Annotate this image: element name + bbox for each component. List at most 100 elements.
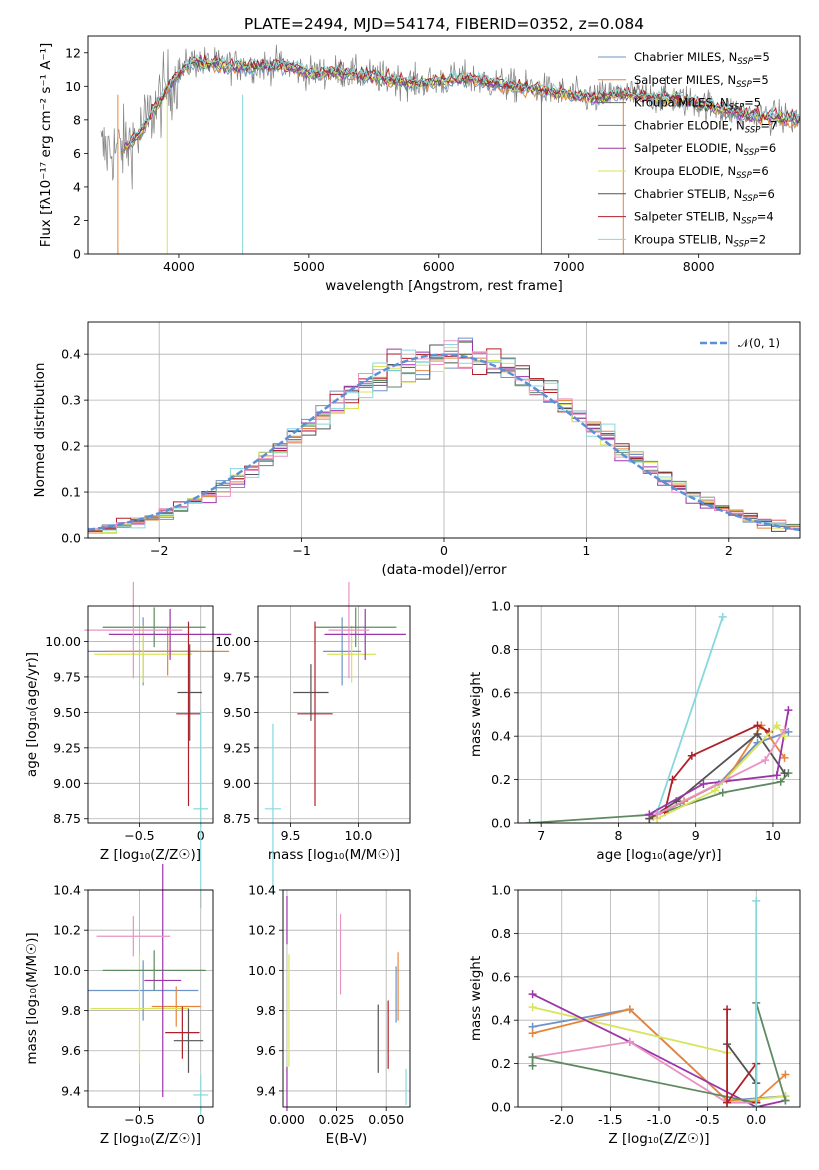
legend-label: Chabrier ELODIE, NSSP=7: [634, 118, 777, 135]
x-tick-label: 0.0: [746, 1112, 766, 1127]
y-tick-label: 9.00: [223, 776, 251, 791]
weight-marker: [784, 706, 793, 715]
metallicity-vs-mass-panel: −0.5 0 9.4 9.6 9.8 10.0 10.2 10.4 Z [log₁₀(Z/Z☉)…: [24, 863, 214, 1147]
errorbar-point: [327, 625, 377, 683]
legend-label-text: Chabrier STELIB, N: [634, 187, 742, 201]
axes-frame: [517, 605, 801, 824]
model-spectrum-line: [129, 53, 800, 146]
x-tick-label: -2.0: [550, 1112, 574, 1127]
y-tick-label: 0.6: [491, 685, 511, 700]
spectrum-panel: 4000 5000 6000 7000 8000 0 2 4 6 8 10 12 wavelength …: [38, 35, 801, 294]
x-tick-label: 5000: [293, 259, 325, 274]
errorbar-point: [94, 625, 193, 683]
errorbar-point: [324, 608, 406, 660]
y-tick-label: 1.0: [491, 883, 511, 898]
legend-label-suffix: =7: [760, 118, 777, 132]
legend-label: Salpeter MILES, NSSP=5: [634, 73, 769, 90]
weight-marker: [625, 1005, 634, 1014]
x-tick-label: 1: [582, 543, 590, 558]
x-axis-label: mass [log₁₀(M/M☉)]: [268, 847, 400, 863]
weight-marker: [723, 1098, 732, 1107]
weight-series-line: [656, 616, 724, 813]
y-tick-label: 0.4: [491, 729, 511, 744]
legend-label-text: Kroupa MILES, N: [634, 96, 729, 110]
weight-series-line: [726, 1009, 758, 1106]
weight-marker: [723, 1005, 732, 1014]
x-tick-label: 9.5: [281, 828, 301, 843]
x-tick-label: −1: [292, 543, 310, 558]
legend-label-sub: SSP: [736, 80, 752, 90]
errorbar-point: [193, 709, 209, 909]
y-tick-label: 0.3: [61, 393, 81, 408]
y-tick-label: 9.00: [53, 776, 81, 791]
y-tick-label: 0.2: [61, 439, 81, 454]
age-mass-weight-panel: 7 8 9 10 0.0 0.2 0.4 0.6 0.8 1.0 age [log₁₀(age/yr…: [468, 599, 801, 863]
y-tick-label: 0.4: [491, 1013, 511, 1028]
weight-marker: [753, 721, 762, 730]
axes-frame: [87, 889, 214, 1108]
x-tick-label: 0.050: [368, 1112, 404, 1127]
errorbar-point: [84, 581, 183, 679]
weight-series-line: [656, 723, 786, 820]
x-tick-label: -1.0: [647, 1112, 671, 1127]
x-tick-label: 8000: [683, 259, 715, 274]
y-tick-label: 9.4: [61, 1083, 81, 1098]
y-tick-label: 9.4: [256, 1083, 276, 1098]
errorbar-point: [323, 617, 362, 686]
y-axis-label: mass [log₁₀(M/M☉)]: [24, 932, 40, 1064]
weight-marker: [668, 775, 677, 784]
legend-label-suffix: =6: [752, 164, 769, 178]
mass-vs-age-panel: 9.5 10.0 8.75 9.00 9.25 9.50 9.75 10.00 mass [lo…: [215, 581, 411, 894]
legend-label: Chabrier STELIB, NSSP=6: [634, 187, 775, 204]
legend-label-text: Chabrier MILES, N: [634, 50, 737, 64]
y-tick-label: 0.8: [491, 642, 511, 657]
normal-curve: [88, 353, 800, 532]
y-tick-label: 12: [65, 45, 81, 60]
legend-label-sub: SSP: [736, 171, 752, 181]
weight-marker: [753, 730, 762, 739]
x-tick-label: −0.5: [124, 1112, 154, 1127]
y-tick-label: 9.50: [53, 705, 81, 720]
y-tick-label: 0.0: [491, 1100, 511, 1115]
weight-marker: [528, 1061, 537, 1070]
y-tick-label: 9.25: [223, 740, 251, 755]
weight-series-line: [648, 710, 790, 816]
y-tick-label: 1.0: [491, 599, 511, 614]
histogram-legend: 𝒩(0, 1): [700, 336, 780, 350]
x-tick-label: 4000: [163, 259, 195, 274]
x-tick-label: 7000: [553, 259, 585, 274]
y-tick-label: 10: [65, 79, 81, 94]
weight-marker: [528, 1003, 537, 1012]
axes-frame: [517, 889, 801, 1108]
weight-marker: [718, 612, 727, 621]
x-axis-label: age [log₁₀(age/yr)]: [596, 847, 721, 863]
y-tick-label: 0.2: [491, 1056, 511, 1071]
y-tick-label: 8.75: [223, 811, 251, 826]
x-tick-label: 10.0: [345, 828, 373, 843]
axes-frame: [87, 321, 801, 539]
weight-marker: [528, 1029, 537, 1038]
legend-label-text: Chabrier ELODIE, N: [634, 118, 745, 132]
x-tick-label: 0: [197, 1112, 205, 1127]
y-tick-label: 2: [73, 213, 81, 228]
weight-marker: [687, 751, 696, 760]
errorbar-point: [297, 621, 333, 806]
y-tick-label: 0.1: [61, 485, 81, 500]
legend-label: Chabrier MILES, NSSP=5: [634, 50, 770, 67]
weight-marker: [780, 769, 789, 778]
x-tick-label: 8: [614, 828, 622, 843]
weight-series-line: [532, 1040, 757, 1104]
errorbar-point: [106, 627, 229, 676]
legend-label-suffix: =6: [759, 141, 776, 155]
errorbar-point: [264, 723, 282, 894]
normal-curve-legend-label: 𝒩(0, 1): [738, 336, 780, 350]
axes-frame: [87, 35, 801, 255]
weight-marker: [752, 1103, 761, 1107]
x-tick-label: 7: [537, 828, 545, 843]
errorbar-point: [328, 581, 370, 679]
weight-marker: [780, 753, 789, 762]
weight-marker: [772, 721, 781, 730]
y-tick-label: 0.6: [491, 969, 511, 984]
residual-histogram-panel: −2 −1 0 1 2 0.0 0.1 0.2 0.3 0.4 (data-model)/error…: [32, 321, 801, 578]
y-tick-label: 9.75: [53, 669, 81, 684]
